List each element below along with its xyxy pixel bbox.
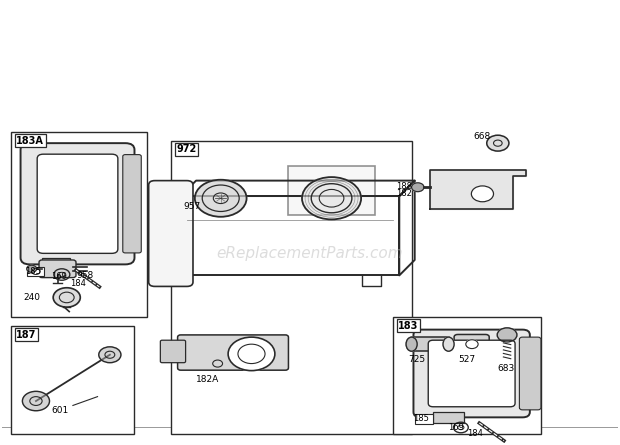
FancyBboxPatch shape (39, 260, 76, 278)
Text: 958: 958 (76, 271, 93, 280)
Bar (172, 141, 412, 434)
FancyBboxPatch shape (161, 340, 185, 363)
Circle shape (53, 288, 81, 307)
Text: 240: 240 (24, 293, 41, 302)
Text: 183A: 183A (16, 136, 44, 146)
FancyBboxPatch shape (123, 154, 141, 253)
Circle shape (302, 177, 361, 219)
FancyBboxPatch shape (428, 340, 515, 407)
Text: 185: 185 (414, 414, 429, 423)
Circle shape (195, 180, 247, 217)
Bar (393, 317, 541, 434)
Circle shape (466, 340, 478, 348)
Text: 182A: 182A (196, 375, 219, 384)
Bar (11, 132, 147, 317)
Ellipse shape (443, 337, 454, 351)
FancyBboxPatch shape (20, 143, 135, 264)
Circle shape (487, 135, 509, 151)
Circle shape (412, 183, 424, 192)
Circle shape (27, 265, 37, 272)
Text: 601: 601 (51, 406, 69, 415)
FancyBboxPatch shape (149, 181, 193, 287)
FancyBboxPatch shape (414, 330, 530, 417)
FancyBboxPatch shape (288, 166, 374, 214)
Text: 184: 184 (467, 429, 483, 438)
Circle shape (99, 347, 121, 363)
Text: 185: 185 (25, 267, 41, 276)
Text: 169: 169 (448, 423, 464, 432)
Bar (11, 326, 135, 434)
Ellipse shape (406, 337, 417, 351)
Text: 187: 187 (16, 330, 37, 340)
Bar (415, 414, 433, 424)
Circle shape (228, 337, 275, 371)
Circle shape (497, 328, 517, 342)
Text: 683: 683 (498, 364, 515, 372)
Text: eReplacementParts.com: eReplacementParts.com (216, 246, 404, 261)
Circle shape (22, 391, 50, 411)
FancyBboxPatch shape (37, 154, 118, 253)
Text: 188: 188 (396, 182, 412, 191)
Text: 169: 169 (51, 272, 67, 281)
FancyBboxPatch shape (177, 335, 288, 370)
Text: 182: 182 (396, 190, 412, 198)
Text: 184: 184 (70, 279, 86, 288)
Text: 957: 957 (184, 202, 201, 211)
FancyBboxPatch shape (454, 335, 489, 354)
Text: 668: 668 (473, 132, 490, 141)
Polygon shape (430, 170, 526, 209)
Text: 725: 725 (409, 355, 426, 364)
Text: 527: 527 (458, 355, 475, 364)
Bar (42, 258, 70, 267)
Text: 972: 972 (176, 145, 197, 154)
FancyBboxPatch shape (520, 337, 541, 410)
Text: 183: 183 (398, 321, 419, 331)
Bar (27, 267, 44, 276)
Bar (433, 412, 464, 423)
Bar (412, 337, 448, 351)
Circle shape (471, 186, 494, 202)
